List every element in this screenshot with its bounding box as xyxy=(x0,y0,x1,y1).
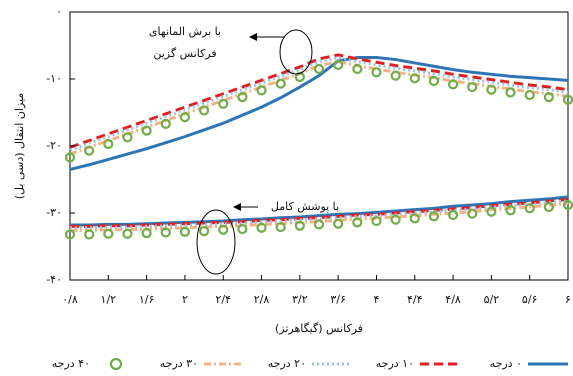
x-tick-label: ۴/۴ xyxy=(407,293,423,306)
y-tick-label: -۱۰ xyxy=(46,72,62,85)
marker xyxy=(409,73,420,84)
x-tick-label: ۴/۸ xyxy=(445,293,461,306)
marker xyxy=(371,215,382,227)
line xyxy=(70,195,569,227)
x-tick-label: ۱/۲ xyxy=(101,293,117,306)
marker xyxy=(505,87,516,98)
marker xyxy=(352,217,363,228)
marker xyxy=(562,94,573,105)
marker xyxy=(198,105,210,116)
marker xyxy=(160,118,171,129)
x-tick-label: ۳/۶ xyxy=(330,293,346,306)
x-tick-label: ۵/۲ xyxy=(484,293,500,306)
marker xyxy=(524,203,535,214)
marker xyxy=(505,205,516,216)
marker xyxy=(275,78,286,89)
marker xyxy=(122,228,133,239)
marker xyxy=(486,84,497,95)
annotation: با پوشش کامل xyxy=(271,200,339,213)
marker xyxy=(390,214,401,225)
marker xyxy=(160,227,171,238)
marker xyxy=(275,221,286,233)
marker xyxy=(256,222,267,233)
legend-label: ۳۰ درجه xyxy=(160,357,198,370)
marker xyxy=(237,223,248,235)
x-tick-label: ۲/۴ xyxy=(215,293,231,306)
legend-label: ۰ درجه xyxy=(490,357,522,370)
x-tick-label: ۴ xyxy=(374,293,380,306)
marker xyxy=(313,63,325,75)
x-tick-label: ۲ xyxy=(182,293,188,306)
x-tick-label: ۱/۶ xyxy=(139,293,155,306)
marker xyxy=(428,75,440,87)
marker xyxy=(352,63,363,75)
marker xyxy=(371,67,382,78)
marker xyxy=(103,138,114,150)
marker xyxy=(64,152,76,163)
marker xyxy=(562,199,573,211)
marker xyxy=(179,226,191,237)
legend-label: ۲۰ درجه xyxy=(268,357,306,370)
marker xyxy=(543,91,554,103)
marker xyxy=(543,201,554,213)
x-axis-label: فرکانس (گیگاهرتز) xyxy=(275,322,363,335)
marker xyxy=(218,224,229,235)
y-tick-label: -۲۰ xyxy=(46,139,62,152)
line xyxy=(70,199,569,230)
line xyxy=(69,56,569,152)
marker xyxy=(64,229,76,240)
marker xyxy=(84,229,95,240)
annotation: با برش المانهای xyxy=(149,25,221,38)
legend-label: ۱۰ درجه xyxy=(376,357,414,370)
ellipse xyxy=(279,29,313,75)
marker xyxy=(122,132,133,143)
x-tick-label: ۳/۲ xyxy=(292,293,308,306)
marker xyxy=(447,209,459,221)
plot xyxy=(64,53,573,240)
y-tick-label: -۳۰ xyxy=(46,206,62,219)
line xyxy=(69,56,569,171)
x-tick-label: ۲/۸ xyxy=(254,293,270,306)
annotation: فرکانس گزین xyxy=(153,47,216,60)
marker xyxy=(409,213,420,224)
y-axis-label: میزان انتقال (دسی بل) xyxy=(13,93,26,200)
y-tick-label: ۰ xyxy=(56,5,62,18)
marker xyxy=(84,145,95,156)
x-tick-label: ۵/۶ xyxy=(522,293,538,306)
legend-label: ۴۰ درجه xyxy=(52,357,90,370)
line xyxy=(69,53,569,149)
marker xyxy=(198,225,210,237)
x-tick-label: ۰/۸ xyxy=(62,293,78,306)
line xyxy=(70,202,569,232)
marker xyxy=(103,228,114,239)
marker xyxy=(313,219,325,230)
marker xyxy=(524,89,535,101)
legend-marker xyxy=(109,357,123,371)
marker xyxy=(141,125,152,136)
marker xyxy=(141,228,152,239)
y-tick-label: -۴۰ xyxy=(46,273,62,286)
marker xyxy=(294,220,305,231)
marker xyxy=(486,206,497,217)
marker xyxy=(467,208,478,219)
marker xyxy=(390,70,401,81)
ellipse xyxy=(196,209,236,275)
marker xyxy=(467,81,478,93)
marker xyxy=(256,85,267,96)
x-tick-label: ۶ xyxy=(565,293,571,306)
marker xyxy=(447,79,459,90)
plot-frame xyxy=(69,11,569,281)
marker xyxy=(333,59,344,71)
marker xyxy=(333,218,344,229)
marker xyxy=(218,98,229,109)
marker xyxy=(428,211,440,222)
marker xyxy=(179,112,191,123)
marker xyxy=(237,91,248,103)
